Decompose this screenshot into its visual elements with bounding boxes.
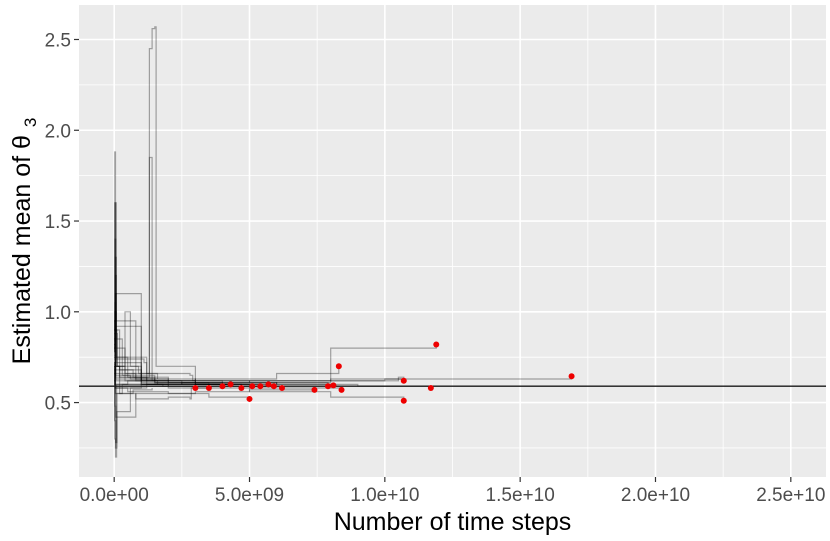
y-axis: 0.5 1.0 1.5 2.0 2.5	[45, 30, 79, 415]
series-line-25	[114, 238, 159, 379]
series-line-29	[114, 311, 405, 382]
endpoint-point-13	[249, 383, 256, 390]
grid-minor	[79, 5, 826, 477]
series-line-27	[114, 202, 169, 381]
series-line-18	[114, 380, 315, 418]
endpoint-point-8	[192, 385, 199, 392]
series-line-26	[114, 356, 153, 444]
endpoint-point-4	[400, 397, 407, 404]
endpoint-point-11	[227, 381, 234, 388]
endpoint-point-6	[400, 377, 407, 384]
series-line-14	[114, 362, 261, 387]
endpoint-point-5	[246, 395, 253, 402]
endpoint-point-9	[205, 385, 212, 392]
endpoint-point-12	[238, 385, 245, 392]
series-line-22	[114, 365, 169, 449]
endpoint-point-17	[278, 385, 285, 392]
y-axis-title-symbol: θ	[8, 135, 36, 149]
series-line-12	[114, 333, 242, 388]
y-tick-label: 1.5	[45, 212, 71, 233]
x-tick-label: 5.0e+09	[215, 485, 284, 506]
y-tick-label: 0.5	[45, 394, 71, 415]
endpoint-point-10	[219, 383, 226, 390]
series-line-24	[114, 151, 156, 381]
y-axis-title-text: Estimated mean of	[8, 156, 36, 364]
endpoint-point-16	[270, 383, 277, 390]
series-line-20	[114, 363, 334, 386]
series-line-4	[114, 365, 405, 401]
series-line-7	[114, 156, 432, 388]
y-tick-label: 2.5	[45, 30, 71, 51]
endpoint-point-15	[265, 381, 272, 388]
series-line-21	[114, 325, 343, 390]
x-tick-label: 1.0e+10	[350, 485, 419, 506]
series-line-28	[114, 343, 209, 400]
series-line-23	[114, 311, 159, 458]
grid-major	[79, 5, 826, 477]
endpoint-point-14	[257, 383, 264, 390]
endpoint-point-21	[338, 386, 345, 393]
y-axis-title: Estimated mean of θ 3	[8, 118, 40, 365]
endpoint-point-18	[311, 386, 318, 393]
series-line-11	[114, 372, 231, 389]
y-axis-title-subscript: 3	[21, 118, 40, 127]
series-line-5	[114, 362, 251, 399]
series-line-3	[114, 338, 340, 382]
series-endpoints	[192, 341, 575, 404]
x-axis: 0.0e+00 5.0e+09 1.0e+10 1.5e+10 2.0e+10 2.5e+…	[80, 477, 825, 506]
series-line-10	[114, 256, 223, 387]
x-tick-label: 0.0e+00	[80, 485, 149, 506]
x-tick-label: 1.5e+10	[486, 485, 555, 506]
endpoint-point-2	[568, 373, 575, 380]
series-line-1	[114, 293, 437, 385]
y-tick-label: 1.0	[45, 303, 71, 324]
endpoint-point-3	[335, 363, 342, 370]
endpoint-point-1	[433, 341, 440, 348]
x-tick-label: 2.5e+10	[756, 485, 825, 506]
y-tick-label: 2.0	[45, 121, 71, 142]
x-tick-label: 2.0e+10	[621, 485, 690, 506]
series-line-9	[114, 358, 210, 388]
endpoint-point-7	[427, 385, 434, 392]
x-axis-title: Number of time steps	[334, 508, 572, 536]
endpoint-point-19	[325, 383, 331, 390]
series-line-19	[114, 356, 329, 387]
series-line-6	[114, 26, 405, 382]
series-line-2	[114, 302, 573, 385]
endpoint-point-20	[330, 382, 337, 389]
